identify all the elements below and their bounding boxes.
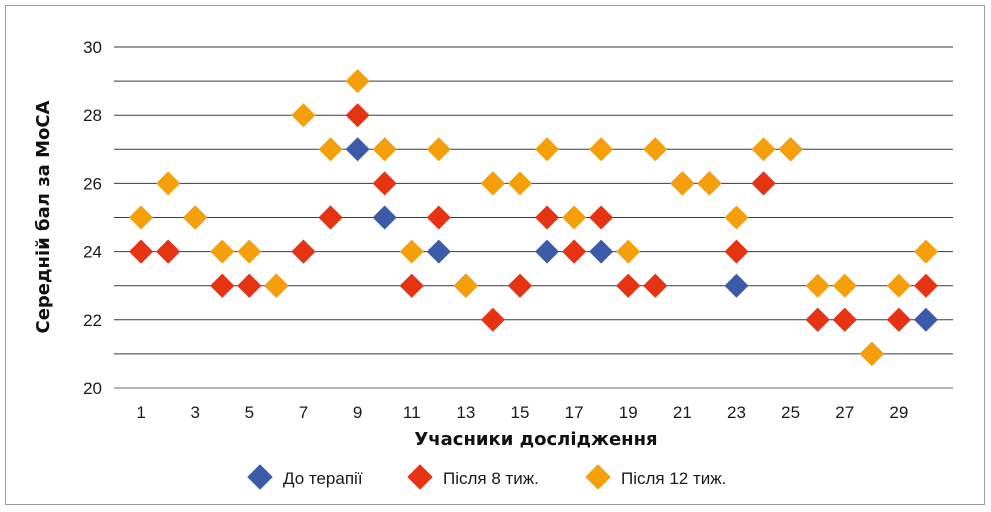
x-tick-label: 19 — [619, 403, 638, 422]
data-point-series-3 — [156, 171, 181, 196]
data-point-series-3 — [210, 239, 235, 264]
y-tick-label: 20 — [83, 379, 102, 398]
x-tick-label: 25 — [781, 403, 800, 422]
data-point-series-3 — [886, 273, 911, 298]
data-point-series-3 — [480, 171, 505, 196]
x-tick-label: 23 — [727, 403, 746, 422]
legend-label-before-therapy: До терапії — [283, 469, 363, 488]
data-point-series-3 — [453, 273, 478, 298]
x-tick-label: 1 — [136, 403, 145, 422]
data-point-series-3 — [291, 103, 316, 128]
x-axis-title: Учасники дослідження — [414, 429, 657, 450]
data-point-series-3 — [318, 137, 343, 162]
y-tick-labels: 20 22 24 26 28 30 — [83, 38, 102, 398]
data-point-series-1 — [724, 273, 749, 298]
data-point-series-1 — [535, 239, 560, 264]
x-tick-label: 29 — [889, 403, 908, 422]
legend-label-after-8-weeks: Після 8 тиж. — [443, 469, 539, 488]
data-point-series-3 — [643, 137, 668, 162]
data-point-series-2 — [345, 103, 370, 128]
x-tick-label: 15 — [511, 403, 530, 422]
data-point-series-2 — [832, 307, 857, 332]
data-point-series-3 — [616, 239, 641, 264]
y-tick-label: 24 — [83, 243, 102, 262]
data-point-series-2 — [210, 273, 235, 298]
data-point-series-2 — [643, 273, 668, 298]
data-points — [129, 69, 938, 366]
data-point-series-2 — [129, 239, 154, 264]
data-point-series-1 — [913, 307, 938, 332]
data-point-series-2 — [805, 307, 830, 332]
y-tick-label: 22 — [83, 311, 102, 330]
data-point-series-2 — [724, 239, 749, 264]
legend-marker-before-therapy — [247, 464, 273, 490]
data-point-series-3 — [724, 205, 749, 230]
data-point-series-2 — [318, 205, 343, 230]
data-point-series-2 — [751, 171, 776, 196]
data-point-series-2 — [480, 307, 505, 332]
data-point-series-3 — [670, 171, 695, 196]
data-point-series-2 — [291, 239, 316, 264]
x-tick-label: 13 — [456, 403, 475, 422]
data-point-series-2 — [237, 273, 262, 298]
y-axis-title: Середній бал за MoCA — [33, 100, 54, 333]
data-point-series-3 — [562, 205, 587, 230]
data-point-series-3 — [345, 69, 370, 94]
legend: До терапії Після 8 тиж. Після 12 тиж. — [247, 464, 726, 490]
legend-label-after-12-weeks: Після 12 тиж. — [621, 469, 726, 488]
x-tick-label: 27 — [835, 403, 854, 422]
data-point-series-2 — [372, 171, 397, 196]
x-tick-labels: 1 3 5 7 9 11 13 15 17 19 21 23 25 27 29 — [136, 403, 908, 422]
legend-marker-after-12-weeks — [585, 464, 611, 490]
data-point-series-3 — [426, 137, 451, 162]
data-point-series-1 — [345, 137, 370, 162]
legend-marker-after-8-weeks — [407, 464, 433, 490]
x-tick-label: 7 — [299, 403, 308, 422]
data-point-series-3 — [697, 171, 722, 196]
data-point-series-3 — [589, 137, 614, 162]
x-tick-label: 3 — [190, 403, 199, 422]
data-point-series-2 — [913, 273, 938, 298]
grid-lines — [114, 46, 953, 389]
data-point-series-3 — [832, 273, 857, 298]
y-tick-label: 28 — [83, 106, 102, 125]
data-point-series-3 — [805, 273, 830, 298]
data-point-series-3 — [751, 137, 776, 162]
data-point-series-3 — [264, 273, 289, 298]
data-point-series-2 — [426, 205, 451, 230]
data-point-series-3 — [778, 137, 803, 162]
data-point-series-2 — [507, 273, 532, 298]
data-point-series-1 — [589, 239, 614, 264]
data-point-series-2 — [886, 307, 911, 332]
data-point-series-3 — [372, 137, 397, 162]
data-point-series-3 — [535, 137, 560, 162]
data-point-series-2 — [535, 205, 560, 230]
data-point-series-3 — [507, 171, 532, 196]
data-point-series-2 — [399, 273, 424, 298]
data-point-series-2 — [562, 239, 587, 264]
x-tick-label: 21 — [673, 403, 692, 422]
x-tick-label: 11 — [403, 403, 421, 422]
data-point-series-3 — [237, 239, 262, 264]
data-point-series-1 — [372, 205, 397, 230]
data-point-series-3 — [913, 239, 938, 264]
x-tick-label: 17 — [565, 403, 584, 422]
data-point-series-2 — [616, 273, 641, 298]
data-point-series-3 — [129, 205, 154, 230]
data-point-series-3 — [399, 239, 424, 264]
data-point-series-3 — [183, 205, 208, 230]
x-tick-label: 5 — [245, 403, 254, 422]
y-tick-label: 26 — [83, 174, 102, 193]
data-point-series-1 — [426, 239, 451, 264]
data-point-series-3 — [859, 341, 884, 366]
data-point-series-2 — [589, 205, 614, 230]
y-tick-label: 30 — [83, 38, 102, 57]
data-point-series-2 — [156, 239, 181, 264]
x-tick-label: 9 — [353, 403, 362, 422]
